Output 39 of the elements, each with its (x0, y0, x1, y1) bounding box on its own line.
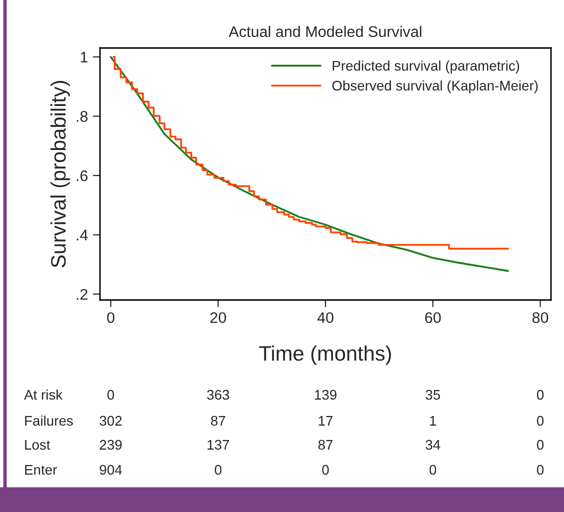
text: 0 (214, 464, 222, 475)
text: 35 (426, 390, 440, 400)
text: 0 (536, 416, 544, 426)
text: Lost (25, 440, 50, 450)
text: 87 (318, 440, 333, 450)
text: At risk (24, 390, 63, 400)
x-tick-label: 40 (317, 312, 334, 324)
text: 0 (536, 440, 544, 450)
text: 0 (430, 464, 436, 475)
text: 0 (322, 464, 329, 475)
legend-label: Observed survival (Kaplan-Meier) (332, 80, 538, 94)
text: 1 (430, 416, 436, 426)
y-tick-label: .8 (76, 111, 88, 122)
x-tick-label: 20 (210, 312, 226, 324)
text: 137 (208, 440, 230, 450)
text: 363 (207, 390, 230, 400)
text: Failures (25, 416, 73, 426)
x-tick-label: 80 (532, 312, 548, 324)
text: 0 (536, 390, 544, 400)
text: 0 (536, 464, 544, 475)
legend-label: Predicted survival (parametric) (332, 60, 520, 74)
y-axis-title: Survival (probability) (50, 80, 70, 268)
text: Enter (25, 465, 57, 475)
y-tick-label: .6 (76, 170, 88, 182)
text: 17 (318, 416, 333, 426)
text: 139 (314, 390, 336, 400)
y-tick-label: 1 (80, 52, 88, 62)
text: 34 (426, 440, 440, 450)
text: 904 (100, 464, 122, 475)
y-tick-label: .4 (76, 230, 88, 240)
x-axis-title: Time (months) (259, 345, 391, 365)
text: 87 (211, 416, 226, 426)
text: 302 (100, 416, 122, 426)
chart-title: Actual and Modeled Survival (228, 26, 422, 38)
x-tick-label: 0 (107, 312, 114, 324)
y-tick-label: .2 (76, 288, 88, 300)
text: 239 (100, 440, 122, 450)
x-tick-label: 60 (425, 312, 441, 324)
text: 0 (107, 390, 114, 400)
